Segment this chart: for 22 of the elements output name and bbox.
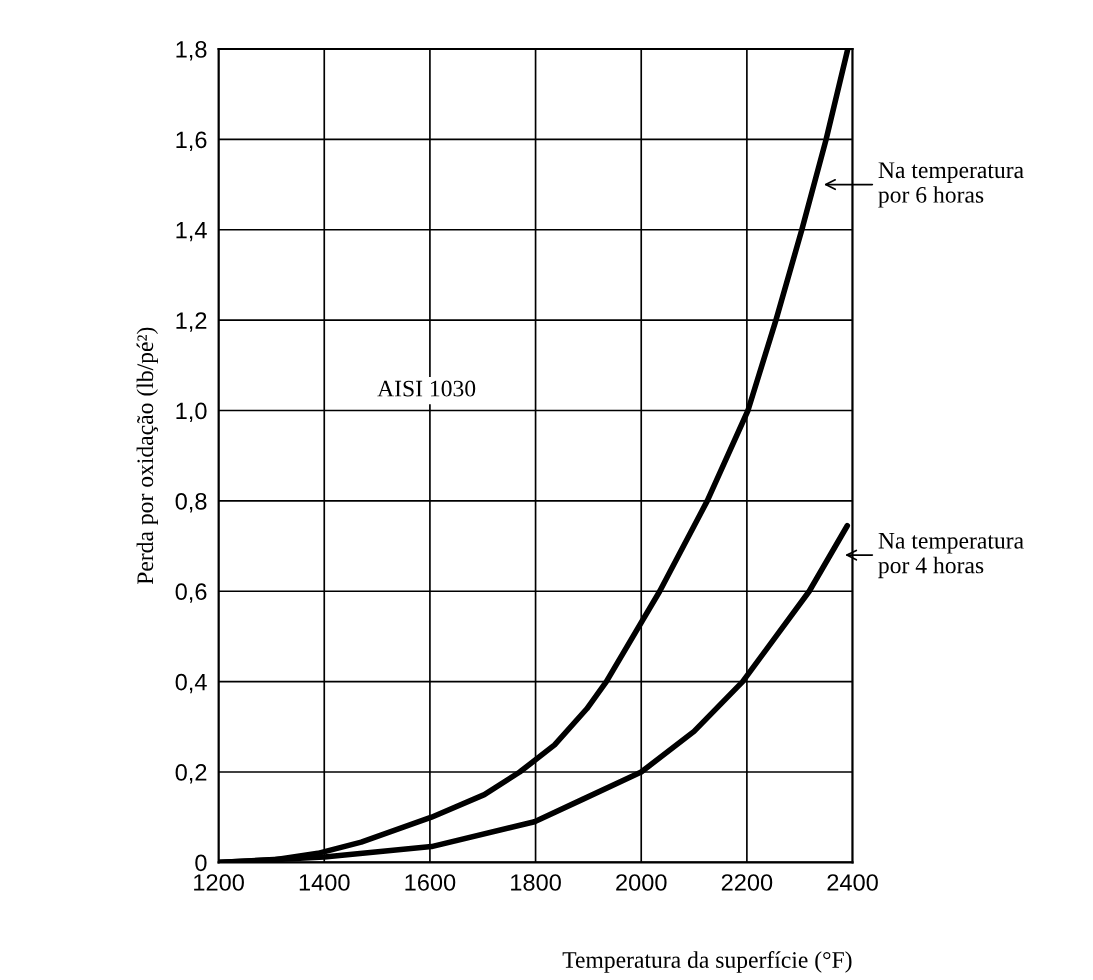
annotation: Na temperatura por 6 horas (878, 162, 1024, 208)
y-tick-label: 0,4 (175, 673, 207, 694)
x-tick-label: 1600 (405, 874, 456, 891)
x-tick-label: 2000 (616, 874, 667, 891)
x-tick-label: 1200 (194, 874, 244, 891)
y-tick-label: 0,8 (175, 492, 207, 513)
y-tick-label: 0 (195, 854, 207, 872)
y-tick-label: 1,4 (176, 222, 207, 242)
y-tick-label: 1,0 (176, 402, 207, 423)
annotation: AISI 1030 (377, 380, 476, 397)
x-tick-label: 2400 (827, 874, 878, 891)
y-tick-label: 1,2 (176, 312, 207, 332)
x-tick-label: 1800 (511, 874, 561, 891)
y-tick-label: 1,6 (176, 131, 207, 151)
x-tick-label: 2200 (721, 874, 773, 891)
y-tick-label: 0,2 (175, 764, 207, 784)
y-tick-label: 0,6 (175, 583, 207, 603)
annotation: Na temperatura por 4 horas (878, 532, 1024, 579)
y-tick-label: 1,8 (176, 41, 207, 61)
x-axis-title: Temperatura da superfície (°F) (562, 951, 852, 973)
x-tick-label: 1400 (299, 874, 350, 891)
y-axis-title: Perda por oxidação (lb/pé²) (136, 327, 158, 585)
